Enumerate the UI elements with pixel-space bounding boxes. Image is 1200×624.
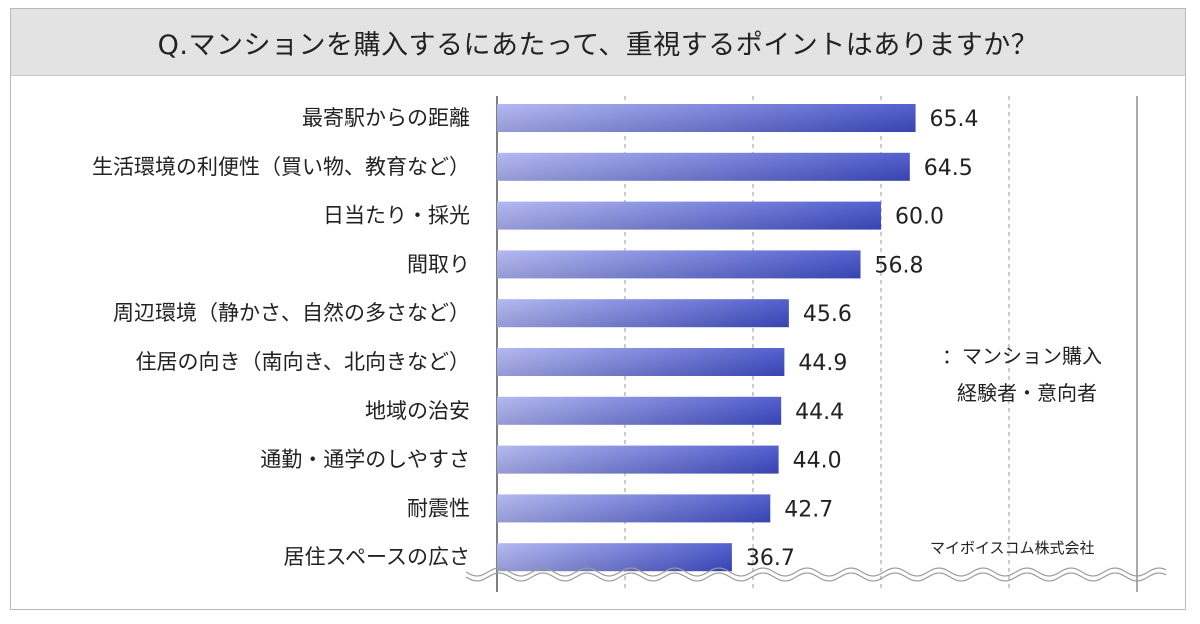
legend-line-1: ：マンション購入 [942,344,1102,368]
value-label-7: 44.4 [795,400,844,425]
chart-title: Q.マンションを購入するにあたって、重視するポイントはありますか？ [157,29,1039,61]
bar-shade-5 [497,299,789,328]
category-label-8: 通勤・通学のしやすさ [260,448,470,472]
category-label-7: 地域の治安 [365,399,470,423]
axis-break [465,567,1167,582]
category-label-6: 住居の向き（南向き、北向きなど） [135,350,470,374]
category-label-4: 間取り [407,252,470,276]
category-label-10: 居住スペースの広さ [284,545,470,569]
value-label-9: 42.7 [784,497,833,522]
bar-shade-1 [497,104,916,132]
value-label-5: 45.6 [803,302,852,327]
bar-shade-9 [497,494,771,523]
title-bar: Q.マンションを購入するにあたって、重視するポイントはありますか？ [11,9,1185,76]
bar-shade-3 [497,201,881,230]
category-label-3: 日当たり・採光 [323,204,470,228]
bar-shade-6 [497,348,785,376]
category-label-9: 耐震性 [407,496,470,520]
bar-shade-4 [497,250,861,279]
bar-shade-7 [497,396,782,425]
value-label-2: 64.5 [924,156,973,181]
category-label-1: 最寄駅からの距離 [302,106,470,130]
value-label-10: 36.7 [746,546,795,571]
value-label-8: 44.0 [793,449,842,474]
bar-shade-2 [497,152,910,181]
category-label-2: 生活環境の利便性（買い物、教育など） [92,155,470,179]
bar-shade-8 [497,445,779,474]
axis-break-wave-main [465,567,1167,577]
legend-line-2: 経験者・意向者 [957,381,1097,405]
axis-break-wave-shadow [465,572,1167,582]
bar-shade-10 [497,543,732,572]
bar-layer [497,104,916,572]
label-layer: 最寄駅からの距離 65.4 生活環境の利便性（買い物、教育など） 64.5 日当たり・採… [92,106,979,571]
credit-text: マイボイスコム株式会社 [930,539,1095,557]
category-label-5: 周辺環境（静かさ、自然の多さなど） [113,301,470,325]
value-label-1: 65.4 [930,107,979,132]
value-label-4: 56.8 [875,253,924,278]
value-label-3: 60.0 [895,205,944,230]
value-label-6: 44.9 [798,351,847,376]
